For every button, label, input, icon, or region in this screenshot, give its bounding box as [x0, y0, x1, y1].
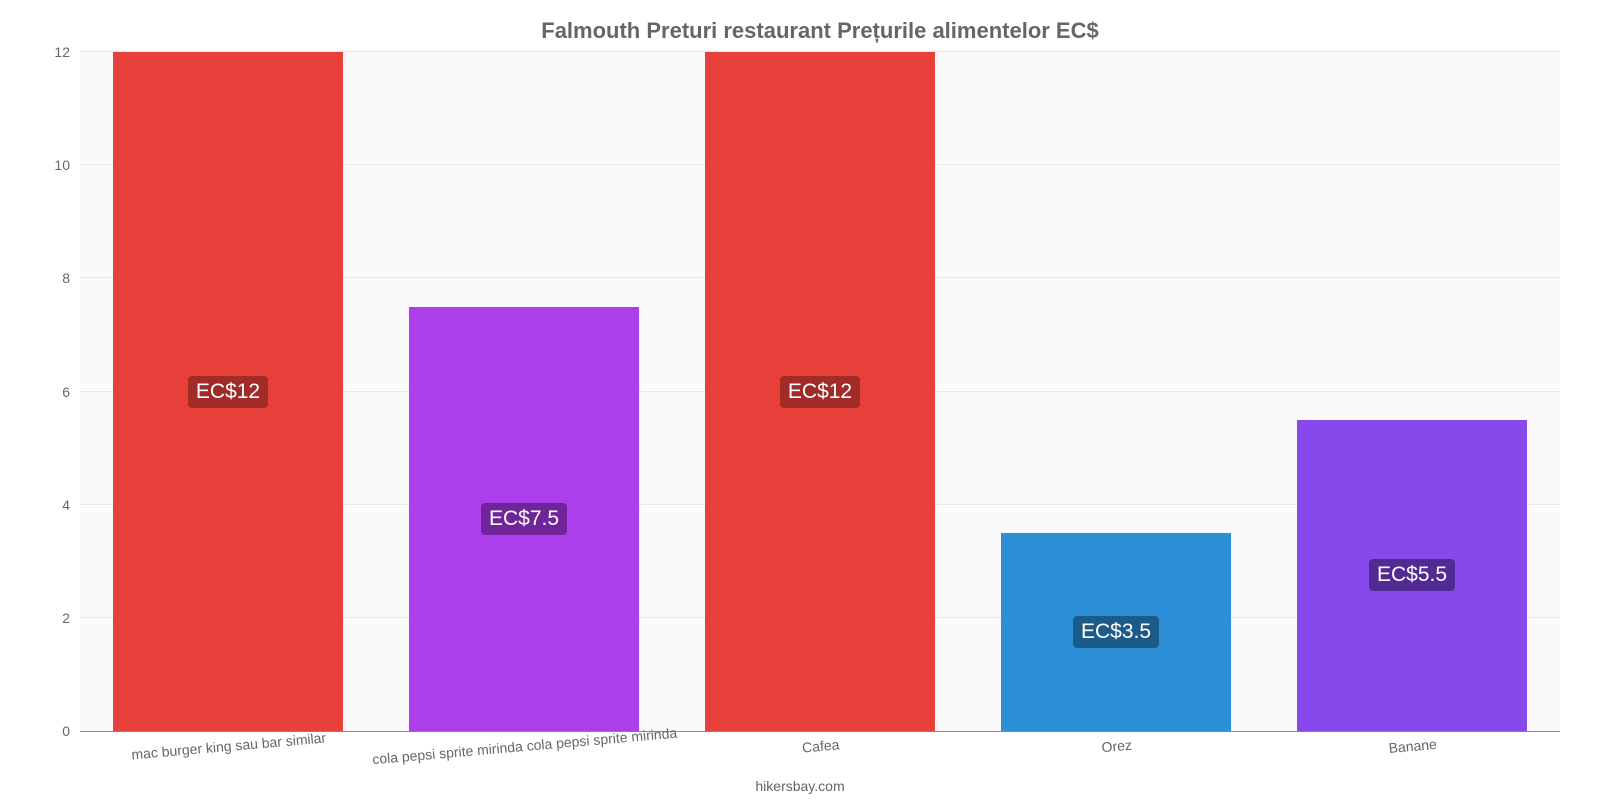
y-axis-tick-label: 0: [62, 723, 80, 739]
chart-container: Falmouth Preturi restaurant Prețurile al…: [0, 0, 1600, 800]
y-axis-tick-label: 12: [54, 44, 80, 60]
bar-slot: EC$5.5: [1264, 52, 1560, 731]
x-label-slot: Banane: [1264, 732, 1560, 772]
x-label-slot: cola pepsi sprite mirinda cola pepsi spr…: [376, 732, 672, 772]
bar-slot: EC$12: [672, 52, 968, 731]
x-label-slot: Orez: [968, 732, 1264, 772]
bar: EC$12: [113, 52, 344, 731]
bar: EC$7.5: [409, 307, 640, 731]
bar: EC$12: [705, 52, 936, 731]
chart-title: Falmouth Preturi restaurant Prețurile al…: [80, 18, 1560, 44]
x-axis-tick-label: Orez: [1101, 737, 1133, 756]
x-label-slot: Cafea: [672, 732, 968, 772]
bar: EC$3.5: [1001, 533, 1232, 731]
x-axis-tick-label: Banane: [1388, 736, 1437, 756]
bars-group: EC$12 EC$7.5 EC$12 EC$3.5 EC$5.5: [80, 52, 1560, 731]
bar: EC$5.5: [1297, 420, 1528, 731]
y-axis-tick-label: 10: [54, 157, 80, 173]
bar-value-label: EC$12: [188, 376, 268, 408]
bar-value-label: EC$5.5: [1369, 559, 1455, 591]
y-axis-tick-label: 2: [62, 610, 80, 626]
chart-footer: hikersbay.com: [0, 778, 1600, 794]
bar-slot: EC$3.5: [968, 52, 1264, 731]
x-axis-tick-label: Cafea: [801, 736, 840, 755]
x-label-slot: mac burger king sau bar similar: [80, 732, 376, 772]
bar-slot: EC$7.5: [376, 52, 672, 731]
bar-slot: EC$12: [80, 52, 376, 731]
bar-value-label: EC$3.5: [1073, 616, 1159, 648]
y-axis-tick-label: 4: [62, 497, 80, 513]
y-axis-tick-label: 6: [62, 384, 80, 400]
plot-area: EC$12EC$7.5EC$12EC$3.5EC$5.5 024681012: [80, 52, 1560, 732]
x-axis-labels: mac burger king sau bar similar cola peps…: [80, 732, 1560, 772]
y-axis-tick-label: 8: [62, 270, 80, 286]
bar-value-label: EC$12: [780, 376, 860, 408]
bar-value-label: EC$7.5: [481, 503, 567, 535]
x-axis-tick-label: mac burger king sau bar similar: [131, 729, 327, 762]
x-axis-tick-label: cola pepsi sprite mirinda cola pepsi spr…: [372, 725, 678, 768]
